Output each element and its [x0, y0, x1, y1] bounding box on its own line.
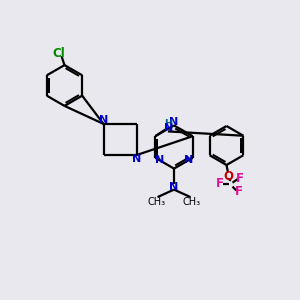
Text: F: F	[236, 172, 244, 185]
Text: N: N	[99, 115, 108, 125]
Text: Cl: Cl	[53, 47, 65, 60]
Text: H: H	[164, 119, 172, 129]
Text: F: F	[235, 185, 242, 198]
Text: N: N	[154, 155, 164, 165]
Text: N: N	[169, 182, 178, 192]
Text: N: N	[169, 116, 178, 127]
Text: CH₃: CH₃	[182, 197, 200, 207]
Text: O: O	[223, 169, 233, 183]
Text: F: F	[216, 177, 224, 190]
Text: N: N	[132, 154, 141, 164]
Text: N: N	[164, 123, 173, 134]
Text: N: N	[184, 155, 194, 165]
Text: CH₃: CH₃	[148, 197, 166, 207]
